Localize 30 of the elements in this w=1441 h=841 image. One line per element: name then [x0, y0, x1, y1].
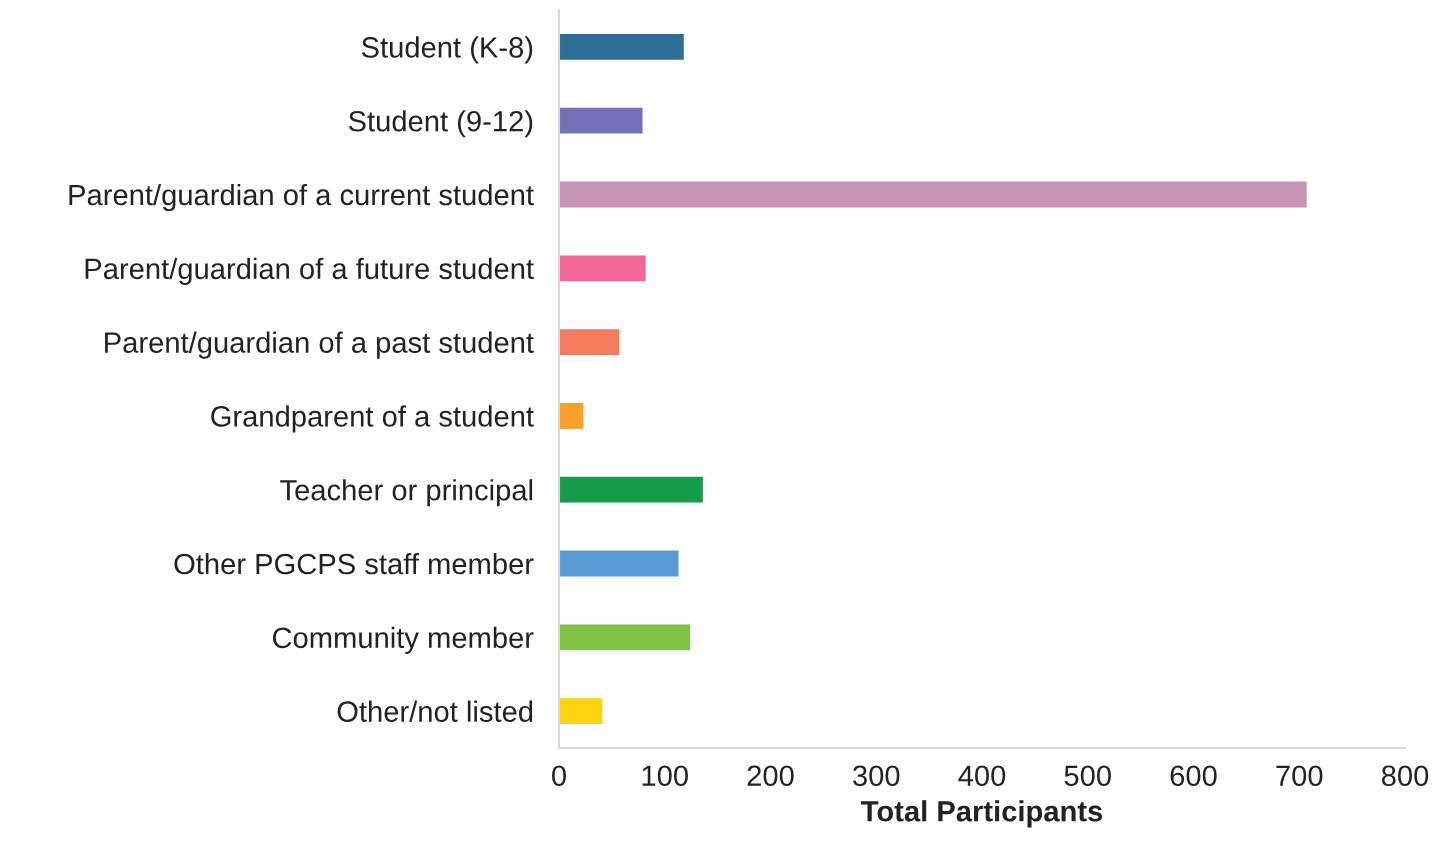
x-axis-title: Total Participants	[861, 800, 1103, 828]
x-tick-label: 200	[747, 765, 794, 787]
y-tick-label: Other PGCPS staff member	[174, 552, 534, 575]
y-tick-label: Parent/guardian of a current student	[69, 183, 534, 212]
y-tick-label: Other/not listed	[337, 700, 533, 722]
x-tick-label: 700	[1276, 765, 1323, 787]
bar	[559, 107, 643, 134]
y-tick-label: Student (K-8)	[361, 36, 533, 64]
x-tick-label: 0	[552, 765, 566, 787]
bar	[559, 402, 584, 429]
x-tick-label: 600	[1170, 765, 1217, 787]
y-tick-label: Parent/guardian of a past student	[105, 331, 534, 359]
bar	[559, 550, 679, 577]
bar	[559, 329, 620, 356]
bar	[559, 33, 684, 60]
y-tick-label: Student (9-12)	[348, 110, 533, 138]
y-tick-label: Parent/guardian of a future student	[85, 257, 534, 285]
bar	[559, 181, 1307, 208]
y-tick-label: Teacher or principal	[280, 479, 533, 507]
y-tick-label: Community member	[272, 626, 534, 654]
x-tick-label: 100	[642, 765, 688, 787]
x-tick-label: 800	[1381, 765, 1429, 787]
x-tick-label: 400	[958, 765, 1006, 787]
x-tick-label: 300	[853, 765, 900, 787]
y-tick-label: Grandparent of a student	[211, 405, 534, 433]
bar	[559, 698, 603, 725]
bar	[559, 476, 703, 503]
bar	[559, 255, 646, 282]
x-tick-label: 500	[1064, 765, 1111, 787]
bar	[559, 624, 691, 651]
